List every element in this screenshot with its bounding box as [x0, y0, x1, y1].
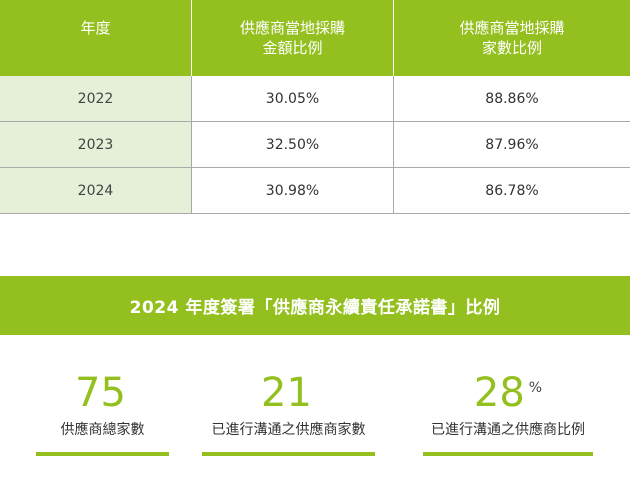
- local-procurement-table: 年度 供應商當地採購 金額比例 供應商當地採購 家數比例 2022 30.05%…: [0, 0, 630, 214]
- amount-ratio-cell: 32.50%: [191, 122, 393, 167]
- stat-value-line: 21: [202, 370, 375, 416]
- amount-ratio-cell: 30.98%: [191, 168, 393, 213]
- stat-label: 已進行溝通之供應商家數: [211, 422, 366, 438]
- header-count-ratio: 供應商當地採購 家數比例: [393, 0, 630, 76]
- stat-value: 28: [473, 370, 525, 416]
- commitment-banner: 2024 年度簽署「供應商永續責任承諾書」比例: [0, 276, 630, 335]
- header-amount-line2: 金額比例: [262, 39, 323, 57]
- table-row: 2022 30.05% 88.86%: [0, 76, 630, 122]
- count-ratio-cell: 88.86%: [393, 76, 630, 121]
- stat-communicated-ratio: 28% 已進行溝通之供應商比例: [423, 370, 593, 456]
- stat-value-line: 75: [36, 370, 169, 416]
- count-ratio-cell: 87.96%: [393, 122, 630, 167]
- stat-label: 供應商總家數: [60, 422, 145, 438]
- year-cell: 2023: [0, 122, 191, 167]
- table-row: 2023 32.50% 87.96%: [0, 122, 630, 168]
- stat-communicated-suppliers: 21 已進行溝通之供應商家數: [202, 370, 375, 456]
- count-ratio-cell: 86.78%: [393, 168, 630, 213]
- header-amount-ratio: 供應商當地採購 金額比例: [191, 0, 393, 76]
- stat-value-line: 28%: [423, 370, 593, 416]
- stat-label: 已進行溝通之供應商比例: [431, 422, 585, 438]
- header-count-line1: 供應商當地採購: [459, 19, 565, 37]
- stat-underline: [202, 452, 375, 456]
- stat-total-suppliers: 75 供應商總家數: [36, 370, 169, 456]
- stat-underline: [36, 452, 169, 456]
- year-cell: 2024: [0, 168, 191, 213]
- stat-value: 21: [261, 370, 312, 416]
- header-count-line2: 家數比例: [481, 39, 542, 57]
- stat-unit: %: [528, 380, 543, 396]
- banner-title: 2024 年度簽署「供應商永續責任承諾書」比例: [129, 298, 501, 318]
- header-year: 年度: [80, 19, 111, 37]
- table-row: 2024 30.98% 86.78%: [0, 168, 630, 214]
- stat-value: 75: [75, 370, 126, 416]
- table-header-row: 年度 供應商當地採購 金額比例 供應商當地採購 家數比例: [0, 0, 630, 76]
- header-amount-line1: 供應商當地採購: [239, 19, 345, 37]
- year-cell: 2022: [0, 76, 191, 121]
- amount-ratio-cell: 30.05%: [191, 76, 393, 121]
- stat-underline: [423, 452, 593, 456]
